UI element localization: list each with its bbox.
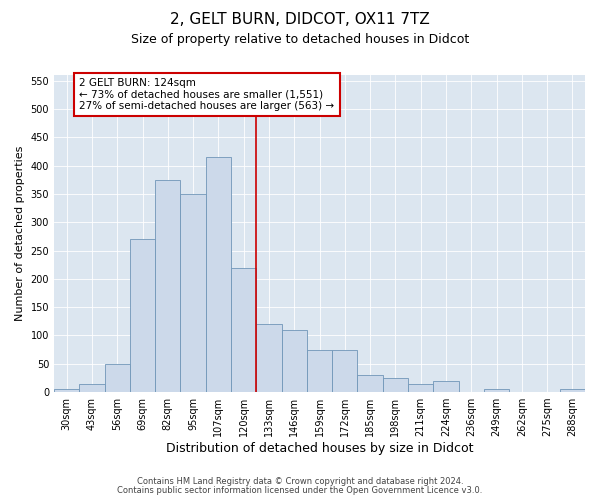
Bar — [155, 180, 181, 392]
Bar — [358, 375, 383, 392]
Bar — [281, 330, 307, 392]
Bar — [383, 378, 408, 392]
Bar — [332, 350, 358, 392]
Bar — [560, 390, 585, 392]
Bar — [433, 381, 458, 392]
Bar — [307, 350, 332, 392]
Bar — [104, 364, 130, 392]
Text: 2, GELT BURN, DIDCOT, OX11 7TZ: 2, GELT BURN, DIDCOT, OX11 7TZ — [170, 12, 430, 28]
X-axis label: Distribution of detached houses by size in Didcot: Distribution of detached houses by size … — [166, 442, 473, 455]
Bar — [79, 384, 104, 392]
Text: Contains HM Land Registry data © Crown copyright and database right 2024.: Contains HM Land Registry data © Crown c… — [137, 477, 463, 486]
Text: Contains public sector information licensed under the Open Government Licence v3: Contains public sector information licen… — [118, 486, 482, 495]
Y-axis label: Number of detached properties: Number of detached properties — [15, 146, 25, 321]
Bar — [408, 384, 433, 392]
Bar — [206, 157, 231, 392]
Bar — [130, 239, 155, 392]
Bar — [256, 324, 281, 392]
Bar — [231, 268, 256, 392]
Text: Size of property relative to detached houses in Didcot: Size of property relative to detached ho… — [131, 32, 469, 46]
Text: 2 GELT BURN: 124sqm
← 73% of detached houses are smaller (1,551)
27% of semi-det: 2 GELT BURN: 124sqm ← 73% of detached ho… — [79, 78, 334, 111]
Bar — [484, 390, 509, 392]
Bar — [54, 390, 79, 392]
Bar — [181, 194, 206, 392]
